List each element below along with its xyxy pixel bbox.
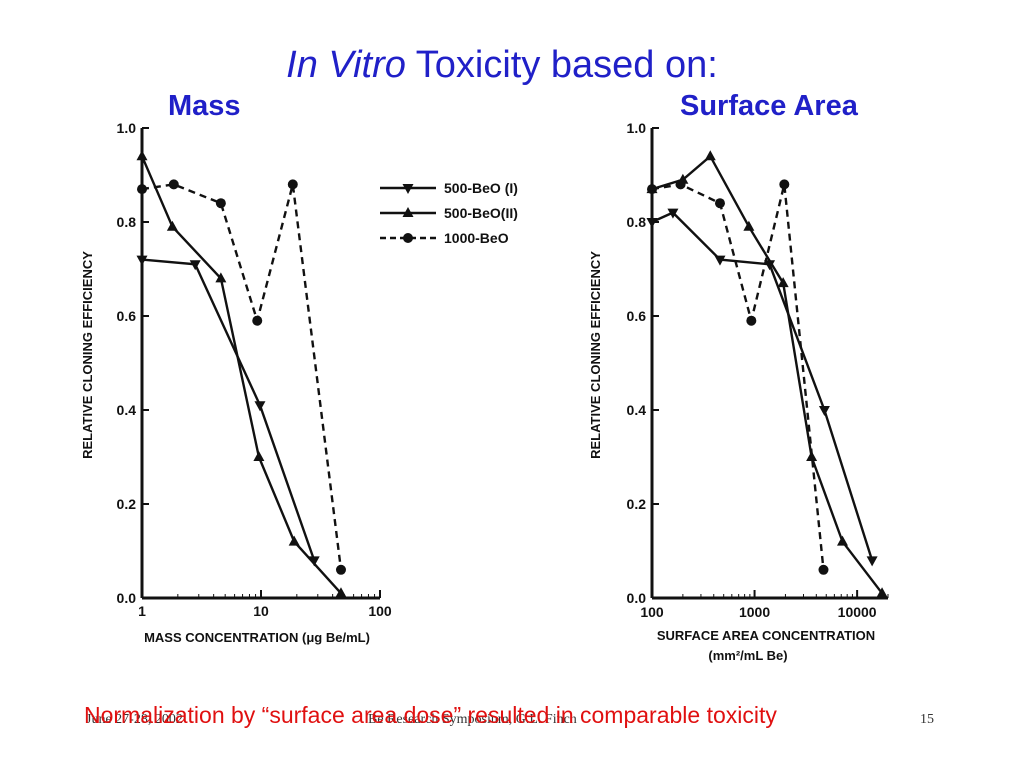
mass-chart: 0.0 0.2 0.4 0.6 0.8 1.0 1 10 100 RELATIVE CLONING… [80,120,392,645]
data-point-3 [287,179,298,190]
data-point-3 [252,315,263,326]
data-point-3 [714,198,725,209]
series-line-2 [140,155,342,595]
data-point-1 [254,401,266,412]
data-point-3 [647,184,657,195]
data-point-2 [806,451,818,461]
data-point-1 [646,218,658,228]
legend-marker [403,233,413,243]
surface-area-panel-label: Surface Area [680,90,858,122]
series-line-3 [141,183,343,570]
x-tick-label: 100 [640,604,664,620]
data-point-1 [136,255,148,266]
data-point-2 [836,535,848,546]
x-axis-label-units: (mm²/mL Be) [708,648,787,663]
y-tick-label: 0.8 [117,214,137,230]
legend-marker [402,184,414,194]
data-point-1 [818,406,830,416]
data-point-2 [876,587,888,598]
slide-title: In Vitro Toxicity based on: [0,44,1004,87]
legend-label: 500-BeO(II) [444,205,518,221]
data-point-1 [764,260,776,271]
data-point-3 [675,179,686,190]
y-tick-label: 0.6 [117,308,137,324]
y-tick-label: 0.0 [627,590,647,606]
x-tick-label: 1000 [739,604,770,620]
y-tick-label: 0.6 [627,308,647,324]
footer-event: Be Research Symposium, G.L. Finch [368,712,577,727]
mass-panel-label: Mass [168,90,241,122]
data-point-2 [136,150,148,161]
x-tick-label: 100 [368,603,392,619]
y-tick-label: 0.2 [117,496,137,512]
charts-canvas: 0.0 0.2 0.4 0.6 0.8 1.0 1 10 100 RELATIVE CLONING… [80,120,889,663]
legend-label: 500-BeO (I) [444,180,518,196]
series-line-1 [141,258,316,561]
footer-page-number: 15 [920,712,934,727]
data-point-3 [779,179,790,190]
data-point-2 [335,587,347,598]
y-tick-label: 0.4 [627,402,647,418]
y-tick-label: 1.0 [627,120,647,136]
data-point-2 [743,220,755,231]
y-tick-label: 1.0 [117,120,137,136]
surface-area-chart: 0.0 0.2 0.4 0.6 0.8 1.0 100 1000 10000 RELATIVE C… [588,120,889,663]
data-point-3 [137,184,147,195]
data-point-2 [777,277,789,288]
conclusion-text: Normalization by “surface area dose” res… [84,702,777,728]
data-point-3 [168,179,179,190]
footer-date: June 27-28, 2002 [86,712,183,727]
x-tick-label: 10 [253,603,269,619]
data-point-1 [667,208,679,219]
x-axis-label: MASS CONCENTRATION (μg Be/mL) [144,630,370,645]
data-point-1 [714,255,726,266]
y-tick-label: 0.2 [627,496,647,512]
legend-label: 1000-BeO [444,230,509,246]
data-point-3 [215,198,226,209]
title-italic: In Vitro [286,44,406,86]
data-point-3 [335,564,346,575]
y-axis-label: RELATIVE CLONING EFFICIENCY [80,251,95,459]
y-tick-label: 0.8 [627,214,647,230]
series-line-1 [651,211,874,561]
data-point-3 [746,315,757,326]
legend-marker [402,207,414,217]
data-point-1 [866,556,878,567]
y-tick-label: 0.0 [117,590,137,606]
series-line-2 [651,154,884,595]
data-point-2 [253,451,265,461]
data-point-2 [288,535,300,546]
chart-legend: 500-BeO (I) 500-BeO(II) 1000-BeO [380,180,518,246]
data-point-2 [215,272,227,283]
x-axis-label: SURFACE AREA CONCENTRATION [657,628,875,643]
data-point-3 [818,564,829,575]
data-point-1 [189,260,201,271]
y-tick-label: 0.4 [117,402,137,418]
data-point-2 [166,220,178,231]
title-rest: Toxicity based on: [405,44,718,86]
x-tick-label: 10000 [838,604,877,620]
x-tick-label: 1 [138,603,146,619]
y-axis-label: RELATIVE CLONING EFFICIENCY [588,251,603,459]
data-point-2 [704,150,716,161]
